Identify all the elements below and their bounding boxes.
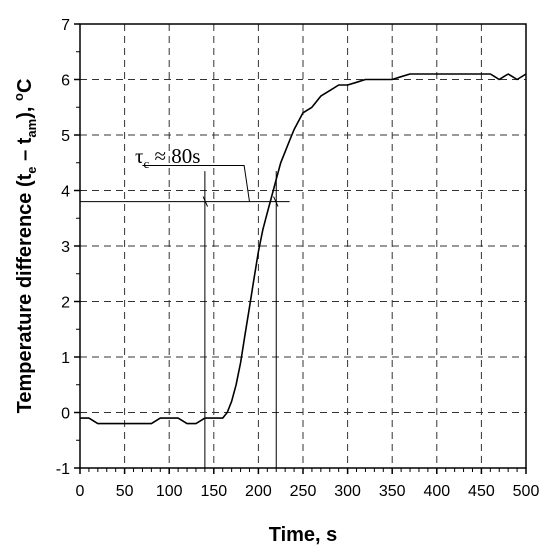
x-tick-label: 0: [76, 483, 85, 500]
x-tick-label: 50: [116, 483, 134, 500]
x-tick-label: 200: [245, 483, 272, 500]
x-tick-label: 400: [423, 483, 450, 500]
x-tick-label: 250: [290, 483, 317, 500]
y-tick-label: 7: [61, 17, 70, 34]
x-tick-label: 300: [334, 483, 361, 500]
y-title-mid: – t: [14, 137, 36, 166]
y-tick-label: -1: [56, 461, 70, 478]
y-title-unit: C: [14, 79, 36, 93]
y-tick-label: 1: [61, 350, 70, 367]
tick-labels: 0 50 100 150 200 250 300 350 400 450 500 -1 0 1 2 3 4 5 6 7: [56, 17, 540, 500]
y-tick-label: 3: [61, 239, 70, 256]
x-tick-label: 500: [513, 483, 540, 500]
x-tick-label: 450: [468, 483, 495, 500]
tau-start-tick: [202, 196, 209, 207]
y-tick-label: 2: [61, 295, 70, 312]
y-axis-title: Temperature difference (te – tam), oC: [11, 79, 39, 414]
y-title-main: Temperature difference (t: [14, 173, 36, 413]
x-tick-label: 350: [379, 483, 406, 500]
axis-ticks: [74, 23, 527, 474]
x-tick-label: 150: [200, 483, 227, 500]
tau-subscript: c: [143, 156, 149, 171]
y-tick-label: 6: [61, 73, 70, 90]
x-tick-label: 100: [156, 483, 183, 500]
y-title-end: ),: [14, 101, 36, 119]
y-title-sup: o: [11, 93, 26, 101]
y-tick-label: 0: [61, 406, 70, 423]
tau-value: ≈ 80s: [149, 144, 200, 168]
y-title-sub1: e: [24, 166, 39, 173]
grid-lines: [80, 24, 526, 468]
y-tick-label: 4: [61, 184, 70, 201]
annotation-leader: [142, 165, 250, 202]
x-axis-title: Time, s: [269, 524, 338, 546]
tau-annotation: τc ≈ 80s: [135, 144, 200, 171]
temperature-series-line: [80, 73, 527, 425]
tau-symbol: τ: [135, 144, 143, 168]
y-title-sub2: am: [24, 119, 39, 138]
y-tick-label: 5: [61, 128, 70, 145]
tau-end-tick: [273, 196, 279, 207]
